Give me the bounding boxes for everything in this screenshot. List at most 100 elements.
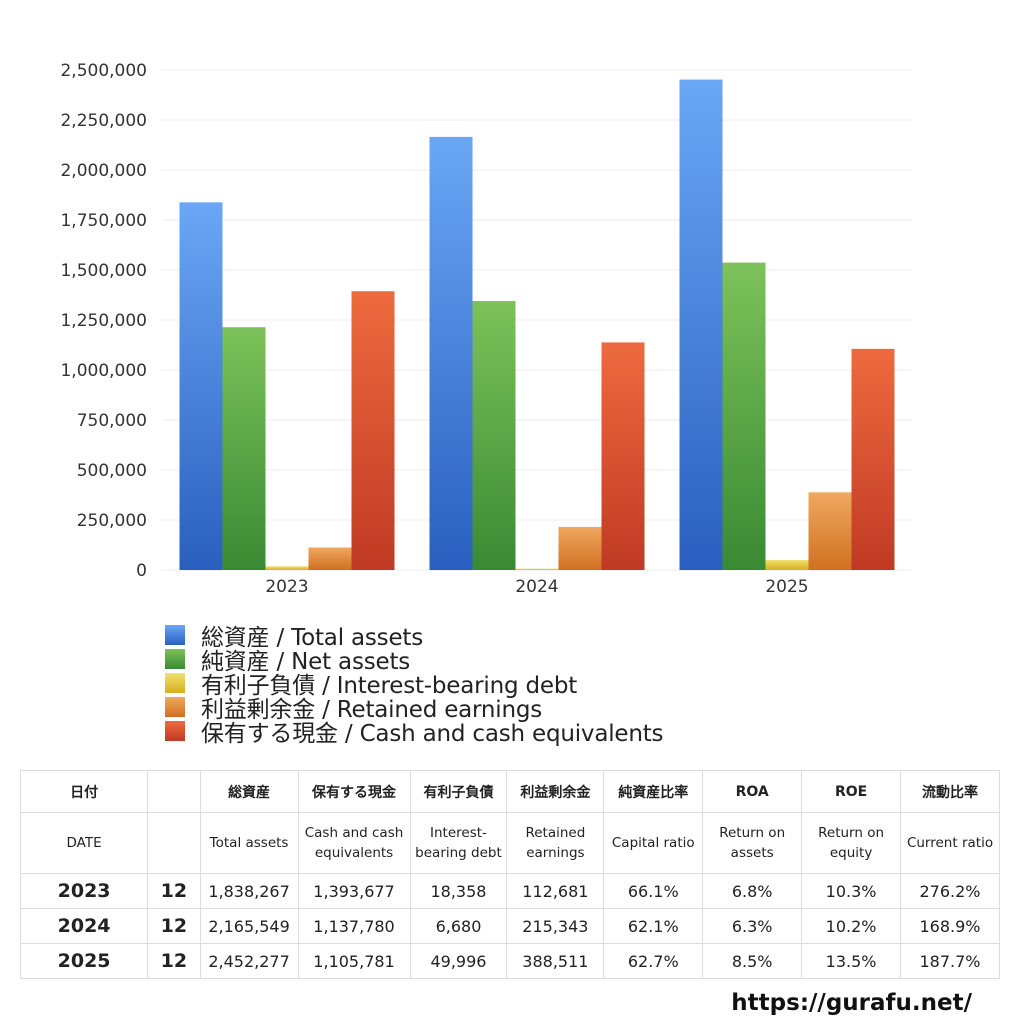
table-cell: 2023 [19,873,149,909]
bar [429,136,473,570]
table-cell: 2024 [19,908,149,944]
y-tick-label: 500,000 [77,461,147,481]
header-cell-en: Cash and cash equivalents [297,812,411,874]
header-cell-en [147,812,201,874]
y-tick-label: 1,000,000 [60,361,147,381]
table-cell: 388,511 [506,943,605,979]
table-cell: 62.7% [603,943,704,979]
header-cell: 日付 [19,770,149,813]
bar [808,492,852,570]
legend-item: 純資産 / Net assets [165,647,663,675]
x-tick-label: 2023 [265,577,308,597]
header-cell: 総資産 [199,770,299,813]
bar [308,547,352,570]
table-cell: 49,996 [409,943,508,979]
table-cell: 215,343 [506,908,605,944]
legend-swatch [165,649,185,669]
table-cell: 6,680 [409,908,508,944]
table-cell: 12 [147,908,201,944]
header-cell-en: Interest-bearing debt [409,812,508,874]
table-cell: 168.9% [900,908,1000,944]
table-cell: 62.1% [603,908,704,944]
bar [765,560,809,570]
header-cell-en: Total assets [199,812,299,874]
table-cell: 6.8% [702,873,803,909]
legend-label: 総資産 / Total assets [201,625,424,651]
header-cell-en: Current ratio [900,812,1000,874]
y-tick-label: 2,500,000 [60,61,147,81]
legend-item: 有利子負債 / Interest-bearing debt [165,671,663,699]
bar [222,327,266,570]
bar [515,568,559,570]
table-cell: 2025 [19,943,149,979]
legend-item: 利益剰余金 / Retained earnings [165,695,663,723]
y-tick-label: 250,000 [77,511,147,531]
header-cell: 保有する現金 [297,770,411,813]
table-row: 2025 12 2,452,277 1,105,781 49,996 388,511 62.… [19,943,1000,979]
table-cell: 276.2% [900,873,1000,909]
legend-item: 保有する現金 / Cash and cash equivalents [165,719,664,747]
bar [558,526,602,570]
bar [179,202,223,570]
table-header-jp: 日付 総資産 保有する現金 有利子負債 利益剰余金 純資産比率 ROA ROE 流動比率 [19,770,1000,813]
table-cell: 1,838,267 [199,873,299,909]
legend-label: 利益剰余金 / Retained earnings [201,697,543,723]
table-cell: 1,105,781 [297,943,411,979]
header-cell-en: Capital ratio [603,812,704,874]
table-cell: 18,358 [409,873,508,909]
header-cell [147,770,201,813]
legend-swatch [165,697,185,717]
header-cell: 有利子負債 [409,770,508,813]
y-tick-label: 0 [136,561,147,581]
header-cell: ROA [702,770,803,813]
header-cell-en: Retained earnings [506,812,605,874]
y-axis-ticks: 0 250,000 500,000 750,000 1,000,000 1,250,000… [60,61,147,581]
financial-table: 日付 総資産 保有する現金 有利子負債 利益剰余金 純資産比率 ROA ROE 流動比率 DAT… [19,770,1000,979]
bar [265,566,309,570]
table-cell: 66.1% [603,873,704,909]
table-row: 2023 12 1,838,267 1,393,677 18,358 112,681 66.… [19,873,1000,909]
x-tick-label: 2024 [515,577,558,597]
header-cell: 流動比率 [900,770,1000,813]
table-cell: 1,393,677 [297,873,411,909]
bar [351,291,395,570]
table-cell: 13.5% [801,943,902,979]
x-tick-label: 2025 [765,577,808,597]
legend-label: 有利子負債 / Interest-bearing debt [201,673,578,699]
legend-label: 純資産 / Net assets [201,649,411,675]
table-cell: 112,681 [506,873,605,909]
bar [679,79,723,570]
table-row: 2024 12 2,165,549 1,137,780 6,680 215,343 62.1… [19,908,1000,944]
legend-swatch [165,625,185,645]
table-cell: 8.5% [702,943,803,979]
table-cell: 12 [147,873,201,909]
header-cell: 利益剰余金 [506,770,605,813]
header-cell: ROE [801,770,902,813]
header-cell: 純資産比率 [603,770,704,813]
table-cell: 2,165,549 [199,908,299,944]
y-tick-label: 2,250,000 [60,111,147,131]
y-tick-label: 1,750,000 [60,211,147,231]
table-cell: 12 [147,943,201,979]
table-cell: 10.2% [801,908,902,944]
header-cell-en: Return on equity [801,812,902,874]
bar-chart: 0 250,000 500,000 750,000 1,000,000 1,250,000… [60,61,912,597]
chart-legend: 総資産 / Total assets 純資産 / Net assets 有利子負債 … [165,623,664,747]
y-tick-label: 750,000 [77,411,147,431]
table-cell: 187.7% [900,943,1000,979]
legend-label: 保有する現金 / Cash and cash equivalents [201,721,664,747]
header-cell-en: DATE [19,812,149,874]
bar [851,348,895,570]
legend-item: 総資産 / Total assets [165,623,663,651]
x-axis-ticks: 2023 2024 2025 [265,577,808,597]
chart-bars [179,79,895,570]
bar [722,262,766,570]
table-cell: 2,452,277 [199,943,299,979]
y-tick-label: 1,250,000 [60,311,147,331]
chart-grid [162,69,912,571]
bar [601,342,645,570]
legend-swatch [165,721,185,741]
table-cell: 6.3% [702,908,803,944]
site-url: https://gurafu.net/ [731,990,972,1016]
bar [472,301,516,570]
